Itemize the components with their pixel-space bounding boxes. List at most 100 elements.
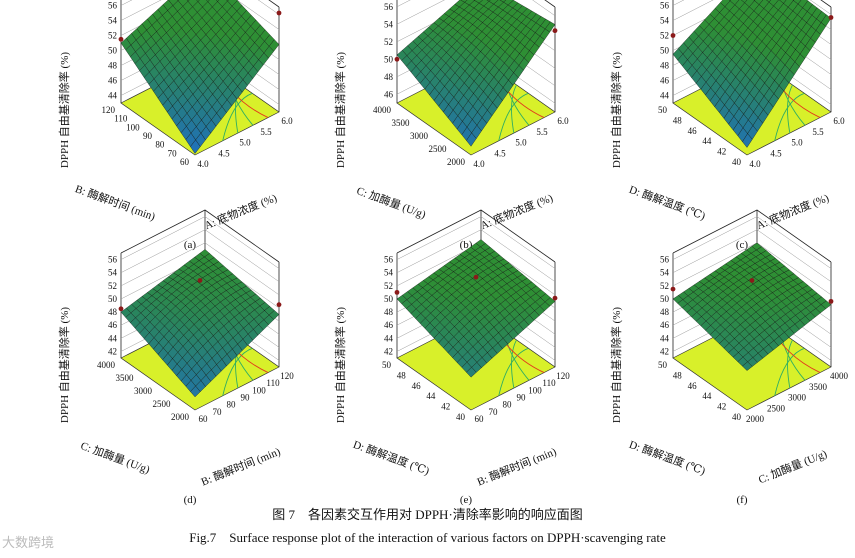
z-tick-label: 46 (384, 89, 394, 99)
x-tick-label: 100 (252, 385, 266, 395)
y-tick-label: 42 (717, 147, 726, 157)
x-tick-label: 5.5 (260, 127, 272, 137)
x-tick-label: 60 (199, 414, 209, 424)
y-tick-label: 90 (143, 131, 153, 141)
z-tick-label: 44 (384, 333, 394, 343)
x-tick-label: 120 (556, 371, 570, 381)
z-tick-label: 46 (660, 320, 670, 330)
y-axis-title: C: 加酶量 (U/g) (79, 439, 152, 476)
caption-english: Fig.7 Surface response plot of the inter… (189, 530, 666, 545)
y-axis-title: D: 酶解温度 (℃) (627, 182, 707, 223)
x-tick-label: 110 (542, 378, 556, 388)
x-tick-label: 4.0 (749, 159, 761, 169)
x-tick-label: 5.0 (239, 138, 251, 148)
x-tick-label: 6.0 (557, 116, 569, 126)
caption-chinese: 图 7 各因素交互作用对 DPPH·清除率影响的响应面图 (272, 507, 583, 522)
design-point (828, 15, 834, 20)
y-axis-title: D: 酶解温度 (℃) (351, 437, 431, 478)
z-tick-label: 42 (384, 346, 393, 356)
x-tick-label: 6.0 (833, 116, 845, 126)
y-axis-title: C: 加酶量 (U/g) (355, 184, 428, 221)
z-tick-label: 50 (384, 54, 394, 64)
x-tick-label: 70 (489, 407, 499, 417)
z-gridline (120, 216, 280, 269)
y-tick-label: 4000 (97, 360, 116, 370)
y-tick-label: 40 (456, 412, 466, 422)
y-tick-label: 46 (688, 381, 698, 391)
panel-label: (a) (184, 239, 197, 251)
z-axis-title: DPPH 自由基清除率 (%) (57, 52, 71, 168)
surface-cell (190, 385, 201, 398)
contour-line (787, 84, 793, 134)
x-tick-label: 70 (213, 407, 223, 417)
z-tick-label: 52 (108, 31, 117, 41)
contour-line (774, 92, 805, 141)
x-tick-label: 3000 (788, 393, 807, 403)
design-point (394, 56, 400, 62)
design-point (828, 298, 834, 304)
design-point (276, 10, 282, 16)
surface-cell (766, 0, 772, 3)
x-axis-title: A: 底物浓度 (%) (202, 190, 279, 232)
z-gridline (120, 0, 280, 30)
z-tick-label: 48 (108, 307, 118, 317)
y-tick-label: 48 (673, 370, 683, 380)
z-tick-label: 50 (660, 46, 670, 56)
y-tick-label: 2000 (171, 412, 190, 422)
x-tick-label: 2000 (746, 414, 765, 424)
z-gridline (396, 229, 556, 282)
design-point (552, 28, 558, 34)
x-tick-label: 4.0 (473, 159, 485, 169)
design-point (552, 295, 558, 301)
z-tick-label: 50 (660, 294, 670, 304)
x-tick-label: 110 (266, 378, 280, 388)
contour-line (222, 347, 253, 396)
y-tick-label: 48 (397, 370, 407, 380)
z-tick-label: 44 (660, 91, 670, 101)
x-tick-label: 4.5 (770, 148, 782, 158)
x-tick-label: 3500 (809, 382, 828, 392)
z-tick-label: 52 (660, 31, 669, 41)
z-gridline (672, 229, 832, 282)
z-tick-label: 48 (660, 61, 670, 71)
y-tick-label: 3000 (134, 386, 153, 396)
z-tick-label: 54 (108, 268, 118, 278)
z-tick-label: 44 (660, 333, 670, 343)
y-tick-label: 48 (673, 115, 683, 125)
y-tick-label: 2500 (429, 144, 448, 154)
surface-cell (215, 0, 220, 2)
x-tick-label: 100 (528, 385, 542, 395)
y-tick-label: 42 (717, 402, 726, 412)
y-tick-label: 50 (382, 360, 392, 370)
x-tick-label: 6.0 (281, 116, 293, 126)
y-tick-label: 46 (412, 381, 422, 391)
z-axis-title: DPPH 自由基清除率 (%) (609, 52, 623, 168)
surface-cell (742, 361, 753, 371)
y-tick-label: 50 (658, 360, 668, 370)
z-tick-label: 46 (108, 320, 118, 330)
y-tick-label: 3000 (410, 131, 429, 141)
surface-panel-1: 44 46 48 50 52 54 56 4.0 4.5 5.0 5.5 6.0 60708090100… (57, 0, 293, 251)
y-tick-label: 50 (658, 105, 668, 115)
panel-label: (d) (184, 494, 197, 506)
y-tick-label: 120 (102, 105, 116, 115)
y-tick-label: 44 (702, 391, 712, 401)
x-tick-label: 5.5 (812, 127, 824, 137)
y-tick-label: 3500 (392, 118, 411, 128)
z-tick-label: 50 (108, 294, 118, 304)
z-tick-label: 54 (384, 268, 394, 278)
y-tick-label: 4000 (373, 105, 392, 115)
surface-cell (466, 132, 477, 147)
z-tick-label: 46 (384, 320, 394, 330)
design-point (118, 36, 124, 42)
box-top-edge (396, 209, 556, 263)
x-axis-title: A: 底物浓度 (%) (754, 190, 831, 232)
z-tick-label: 54 (108, 16, 118, 26)
x-tick-label: 80 (503, 400, 513, 410)
z-axis-title: DPPH 自由基清除率 (%) (333, 307, 347, 423)
x-axis-title: A: 底物浓度 (%) (478, 190, 555, 232)
